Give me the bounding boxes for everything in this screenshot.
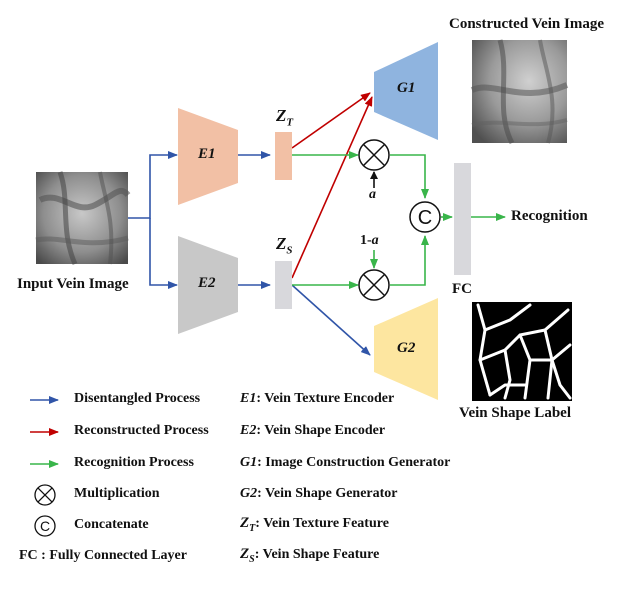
- shape-label-title: Vein Shape Label: [459, 405, 571, 421]
- recognition-output-label: Recognition: [511, 208, 588, 224]
- legend-e1: E1: Vein Texture Encoder: [240, 391, 395, 406]
- fc-bar: [454, 163, 471, 275]
- legend-e2: E2: Vein Shape Encoder: [240, 423, 386, 438]
- fc-label: FC: [452, 281, 472, 297]
- legend-concatenate-icon: C: [34, 515, 56, 537]
- green-arrows: [292, 151, 506, 289]
- constructed-vein-image: [470, 39, 569, 145]
- legend-arrows: [30, 396, 59, 468]
- a-label: a: [369, 187, 376, 202]
- e2-label: E2: [198, 275, 216, 291]
- vein-shape-label-image: [472, 302, 572, 401]
- g2-generator-block: [374, 298, 438, 400]
- legend-recognition: Recognition Process: [74, 455, 194, 470]
- e2-encoder-block: [178, 236, 238, 334]
- legend-reconstructed: Reconstructed Process: [74, 423, 209, 438]
- one-minus-a-label: 1-a: [360, 233, 379, 248]
- multiply-icon: [358, 139, 390, 171]
- multiply-icon: [358, 269, 390, 301]
- svg-text:C: C: [40, 518, 50, 534]
- e1-label: E1: [198, 146, 216, 162]
- legend-g1: G1: Image Construction Generator: [240, 455, 451, 470]
- input-image-title: Input Vein Image: [17, 276, 129, 292]
- input-vein-image: [35, 171, 131, 266]
- legend-disentangled: Disentangled Process: [74, 391, 201, 406]
- legend-fc: FC : Fully Connected Layer: [19, 548, 187, 563]
- e1-encoder-block: [178, 108, 238, 205]
- legend-concatenate: Concatenate: [74, 517, 149, 532]
- zt-label: ZT: [276, 106, 294, 129]
- zt-feature-bar: [275, 132, 292, 180]
- svg-text:C: C: [418, 207, 432, 229]
- concatenate-icon: C: [409, 201, 441, 233]
- zs-feature-bar: [275, 261, 292, 309]
- red-arrows: [291, 92, 373, 279]
- legend-multiply-icon: [34, 484, 56, 506]
- g2-label: G2: [397, 340, 416, 356]
- blue-arrows: [128, 151, 371, 356]
- g1-label: G1: [397, 80, 416, 96]
- zs-label: ZS: [276, 234, 293, 257]
- legend-g2: G2: Vein Shape Generator: [240, 486, 398, 501]
- g1-generator-block: [374, 42, 438, 140]
- constructed-image-title: Constructed Vein Image: [449, 16, 605, 32]
- legend-zs: ZS: Vein Shape Feature: [240, 546, 380, 565]
- legend-multiplication: Multiplication: [74, 486, 160, 501]
- legend-zt: ZT: Vein Texture Feature: [240, 515, 389, 534]
